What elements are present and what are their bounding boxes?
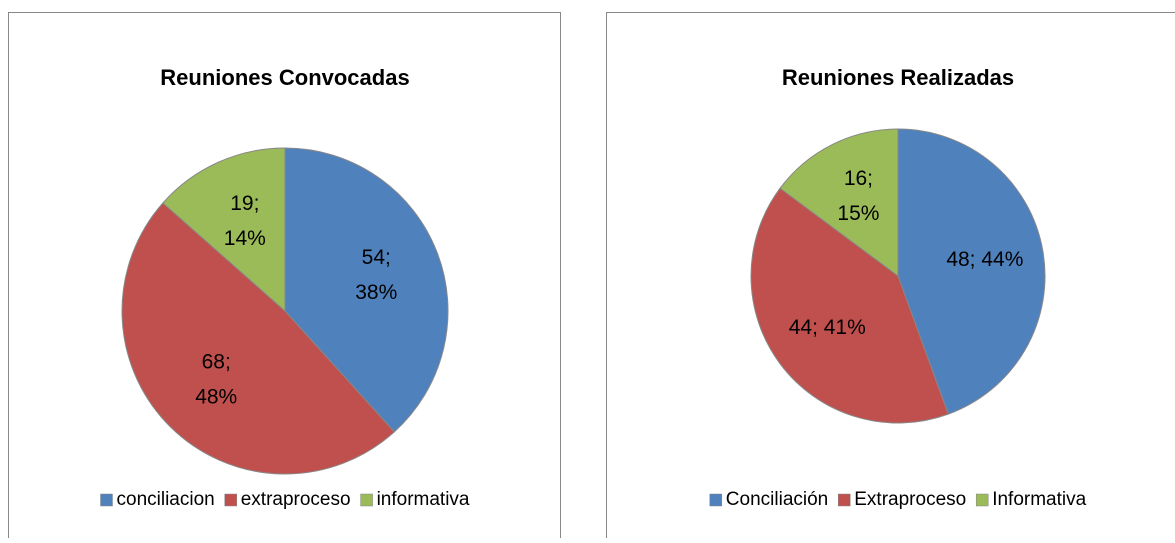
legend-label: conciliacion [117, 489, 215, 510]
legend: Conciliación Extraproceso Informativa [710, 489, 1087, 510]
data-label: 16; [844, 167, 873, 190]
legend-swatch [710, 494, 722, 506]
data-label: 54; [362, 246, 391, 269]
legend-swatch [101, 494, 113, 506]
legend-label: informativa [377, 489, 470, 510]
data-label: 44; 41% [789, 316, 866, 339]
legend-label: extraproceso [241, 489, 351, 510]
data-label: 14% [224, 227, 266, 250]
legend: conciliacion extraproceso informativa [101, 489, 470, 510]
data-label: 48% [195, 386, 237, 409]
data-label: 19; [230, 192, 259, 215]
legend-swatch [361, 494, 373, 506]
chart-title: Reuniones Convocadas [160, 65, 409, 90]
legend-label: Conciliación [726, 489, 828, 510]
data-label: 48; 44% [946, 248, 1023, 271]
legend-swatch [838, 494, 850, 506]
legend-swatch [976, 494, 988, 506]
data-label: 38% [355, 281, 397, 304]
data-label: 68; [202, 351, 231, 374]
chart-title: Reuniones Realizadas [782, 65, 1014, 90]
legend-label: Informativa [992, 489, 1086, 510]
legend-swatch [225, 494, 237, 506]
legend-label: Extraproceso [854, 489, 966, 510]
data-label: 15% [837, 202, 879, 225]
